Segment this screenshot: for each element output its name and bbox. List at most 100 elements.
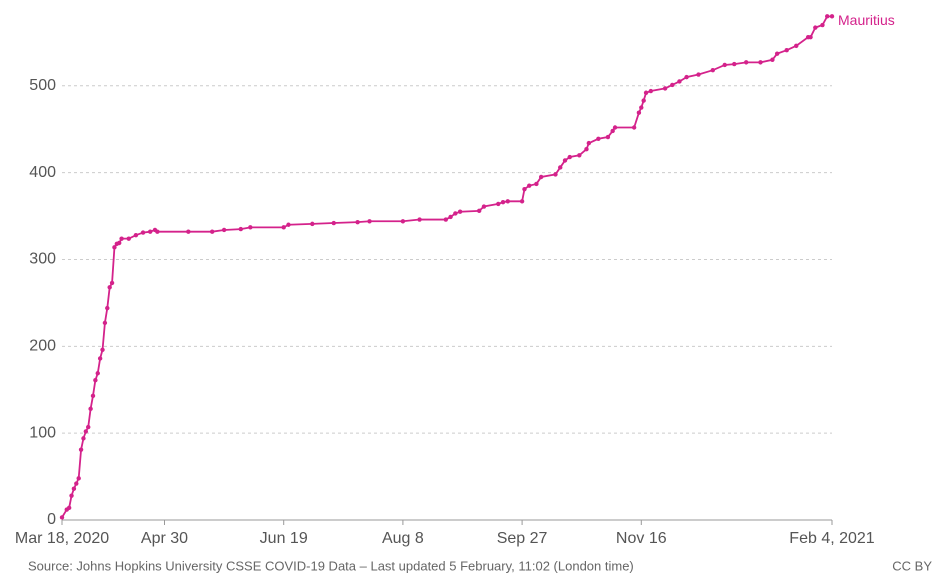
data-point xyxy=(670,82,675,88)
data-point xyxy=(662,86,668,91)
x-tick-label: Sep 27 xyxy=(497,530,548,547)
source-note: Source: Johns Hopkins University CSSE CO… xyxy=(28,558,634,573)
data-point xyxy=(112,245,117,250)
x-tick-label: Jun 19 xyxy=(260,530,308,547)
data-point xyxy=(770,57,775,62)
data-point xyxy=(567,154,572,160)
x-tick-label: Feb 4, 2021 xyxy=(789,530,875,547)
data-point xyxy=(457,209,463,214)
data-point xyxy=(774,51,780,56)
data-point xyxy=(820,22,825,28)
y-tick-label: 100 xyxy=(29,424,56,441)
data-point xyxy=(500,199,506,205)
y-tick-label: 400 xyxy=(29,164,56,181)
data-point xyxy=(95,371,100,376)
data-point xyxy=(443,217,449,222)
data-point xyxy=(612,125,618,130)
data-point xyxy=(355,219,360,225)
data-point xyxy=(76,476,81,481)
data-point xyxy=(209,229,215,234)
data-point xyxy=(527,183,532,188)
data-point xyxy=(281,225,286,230)
data-point xyxy=(78,447,84,452)
data-point xyxy=(476,208,482,214)
data-point xyxy=(829,14,835,19)
data-point xyxy=(133,232,139,238)
series-label: Mauritius xyxy=(838,12,895,28)
data-point xyxy=(119,236,124,241)
data-point xyxy=(86,424,91,430)
data-point xyxy=(596,136,601,141)
data-point xyxy=(732,61,737,67)
data-point xyxy=(641,98,646,103)
data-point xyxy=(71,486,77,491)
y-tick-label: 200 xyxy=(29,338,56,355)
data-point xyxy=(140,230,146,235)
data-point xyxy=(186,229,191,234)
data-point xyxy=(59,515,65,520)
data-point xyxy=(636,110,642,115)
data-point xyxy=(710,67,716,73)
data-point xyxy=(83,429,89,434)
data-point xyxy=(610,128,615,134)
data-point xyxy=(631,125,637,130)
x-tick-label: Apr 30 xyxy=(141,530,188,547)
y-tick-label: 300 xyxy=(29,251,56,268)
data-point xyxy=(722,62,727,68)
data-point xyxy=(505,199,510,204)
data-point xyxy=(825,14,830,19)
series-line xyxy=(61,15,832,518)
data-point xyxy=(310,221,315,227)
data-point xyxy=(677,79,682,84)
data-point xyxy=(584,147,589,152)
data-point xyxy=(66,505,72,511)
data-point xyxy=(453,211,458,216)
data-point xyxy=(69,493,74,498)
data-point xyxy=(808,34,813,40)
data-point xyxy=(586,140,592,146)
data-point xyxy=(417,217,422,222)
data-point xyxy=(577,153,582,158)
data-point xyxy=(238,226,243,232)
y-tick-label: 0 xyxy=(47,511,56,528)
data-point xyxy=(743,60,749,65)
data-point xyxy=(496,201,501,207)
x-tick-label: Mar 18, 2020 xyxy=(15,530,109,547)
data-point xyxy=(81,436,86,441)
data-point xyxy=(684,74,689,80)
data-point xyxy=(448,214,453,220)
data-point xyxy=(117,240,122,246)
data-point xyxy=(648,88,654,94)
data-point xyxy=(126,236,131,241)
data-point xyxy=(93,377,98,383)
data-point xyxy=(221,227,227,233)
data-point xyxy=(696,72,701,77)
data-point xyxy=(367,219,372,224)
data-point xyxy=(100,347,105,352)
data-point xyxy=(519,199,525,204)
data-point xyxy=(102,320,108,326)
x-tick-label: Aug 8 xyxy=(382,530,424,547)
y-tick-label: 500 xyxy=(29,77,56,94)
data-point xyxy=(105,305,110,311)
data-point xyxy=(639,105,644,110)
data-point xyxy=(155,229,160,234)
data-point xyxy=(562,158,568,163)
data-point xyxy=(558,165,563,170)
data-point xyxy=(331,220,336,226)
data-point xyxy=(758,60,763,65)
data-point xyxy=(784,48,789,53)
data-point xyxy=(248,225,253,230)
data-point xyxy=(148,229,153,234)
license: CC BY xyxy=(892,558,932,573)
data-point xyxy=(74,481,79,486)
data-point xyxy=(286,222,291,227)
data-point xyxy=(553,172,558,177)
data-point xyxy=(813,25,818,30)
data-point xyxy=(88,406,93,412)
data-point xyxy=(794,43,799,49)
data-point xyxy=(481,204,487,209)
data-point xyxy=(107,285,112,290)
data-point xyxy=(538,174,544,180)
